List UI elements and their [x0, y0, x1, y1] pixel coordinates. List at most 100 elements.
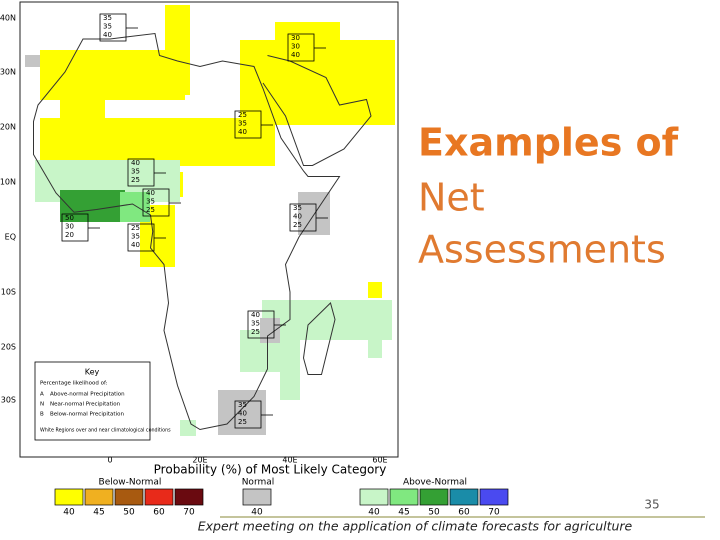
key-note: White Regions over and near climatologic… [40, 428, 171, 434]
legend-label: 60 [458, 508, 470, 518]
forecast-patch [280, 360, 300, 400]
legend-swatch [174, 488, 204, 506]
map-frame [19, 1, 399, 458]
forecast-patch [40, 118, 275, 166]
box-value: 25 [238, 111, 247, 119]
forecast-patch [40, 50, 185, 100]
box-value: 50 [65, 214, 74, 222]
forecast-patch [120, 192, 150, 222]
forecast-box [234, 110, 262, 139]
box-value: 25 [131, 176, 140, 184]
key-text: Above-normal Precipitation [50, 392, 125, 398]
legend-label: 50 [428, 508, 440, 518]
forecast-box [61, 213, 89, 242]
box-value: 35 [131, 168, 140, 176]
box-value: 25 [293, 221, 302, 229]
legend-swatch [84, 488, 114, 506]
legend-swatch [359, 488, 389, 506]
forecast-box [287, 33, 315, 62]
forecast-patch [275, 22, 340, 52]
title-line-2: Net [418, 176, 485, 220]
box-value: 35 [251, 320, 260, 328]
legend-label: 40 [251, 508, 263, 518]
lat-label: 30N [0, 68, 16, 77]
legend-swatch [242, 488, 272, 506]
box-value: 35 [238, 401, 247, 409]
key-box [34, 361, 151, 441]
lon-label: 0 [107, 456, 112, 465]
forecast-patch [260, 318, 280, 343]
box-value: 40 [251, 311, 260, 319]
lat-label: 30S [1, 396, 16, 405]
lon-label: 60E [372, 456, 387, 465]
legend-swatch [419, 488, 449, 506]
forecast-patch [60, 95, 105, 125]
legend-swatch [479, 488, 509, 506]
footer: Expert meeting on the application of cli… [198, 519, 633, 534]
legend-label: 70 [488, 508, 500, 518]
box-value: 40 [146, 189, 155, 197]
box-value: 25 [131, 224, 140, 232]
box-value: 35 [146, 198, 155, 206]
box-value: 40 [293, 213, 302, 221]
box-value: 35 [293, 204, 302, 212]
legend-label: 40 [368, 508, 380, 518]
legend-group-name: Above-Normal [403, 478, 467, 488]
legend-group-name: Normal [242, 478, 275, 488]
legend-label: 50 [123, 508, 135, 518]
box-value: 30 [65, 223, 74, 231]
key-text: Below-normal Precipitation [50, 412, 124, 418]
forecast-box [247, 310, 275, 339]
lat-label: 40N [0, 14, 16, 23]
lat-label: 20N [0, 123, 16, 132]
forecast-box [127, 158, 155, 187]
key-text: Near-normal Precipitation [50, 402, 121, 408]
title-line-3: Assessments [418, 228, 666, 272]
forecast-patch [368, 282, 382, 298]
forecast-patch [60, 190, 125, 222]
legend-label: 40 [63, 508, 75, 518]
lat-label: 10S [1, 288, 16, 297]
box-value: 30 [291, 34, 300, 42]
key-subtitle: Percentage likelihood of: [40, 381, 108, 387]
key-title: Key [85, 368, 100, 377]
coastline [262, 55, 372, 166]
box-value: 40 [131, 241, 140, 249]
legend-title: Probability (%) of Most Likely Category [154, 463, 387, 477]
forecast-box [142, 188, 170, 217]
box-value: 35 [103, 23, 112, 31]
coastline [302, 302, 336, 375]
legend-swatch [389, 488, 419, 506]
page-number: 35 [644, 498, 659, 512]
box-value: 35 [131, 233, 140, 241]
forecast-patch [240, 40, 395, 125]
legend-label: 45 [93, 508, 104, 518]
key-letter: N [40, 402, 44, 408]
legend-group-name: Below-Normal [99, 478, 162, 488]
forecast-patch [368, 340, 382, 358]
coastline [33, 32, 341, 431]
forecast-patch [180, 420, 196, 436]
lat-label: 10N [0, 178, 16, 187]
key-letter: B [40, 412, 44, 418]
box-value: 25 [146, 206, 155, 214]
box-value: 40 [291, 51, 300, 59]
box-value: 40 [103, 31, 112, 39]
lon-label: 40E [282, 456, 297, 465]
box-value: 35 [103, 14, 112, 22]
box-value: 40 [131, 159, 140, 167]
forecast-box [99, 13, 127, 42]
box-value: 25 [251, 328, 260, 336]
forecast-box [234, 400, 262, 429]
box-value: 35 [238, 120, 247, 128]
box-value: 30 [291, 43, 300, 51]
lat-label: EQ [5, 233, 16, 242]
legend-swatch [144, 488, 174, 506]
box-value: 20 [65, 231, 74, 239]
lat-label: 20S [1, 343, 16, 352]
forecast-patch [165, 5, 190, 95]
box-value: 40 [238, 410, 247, 418]
title-line-1: Examples of [418, 121, 679, 165]
